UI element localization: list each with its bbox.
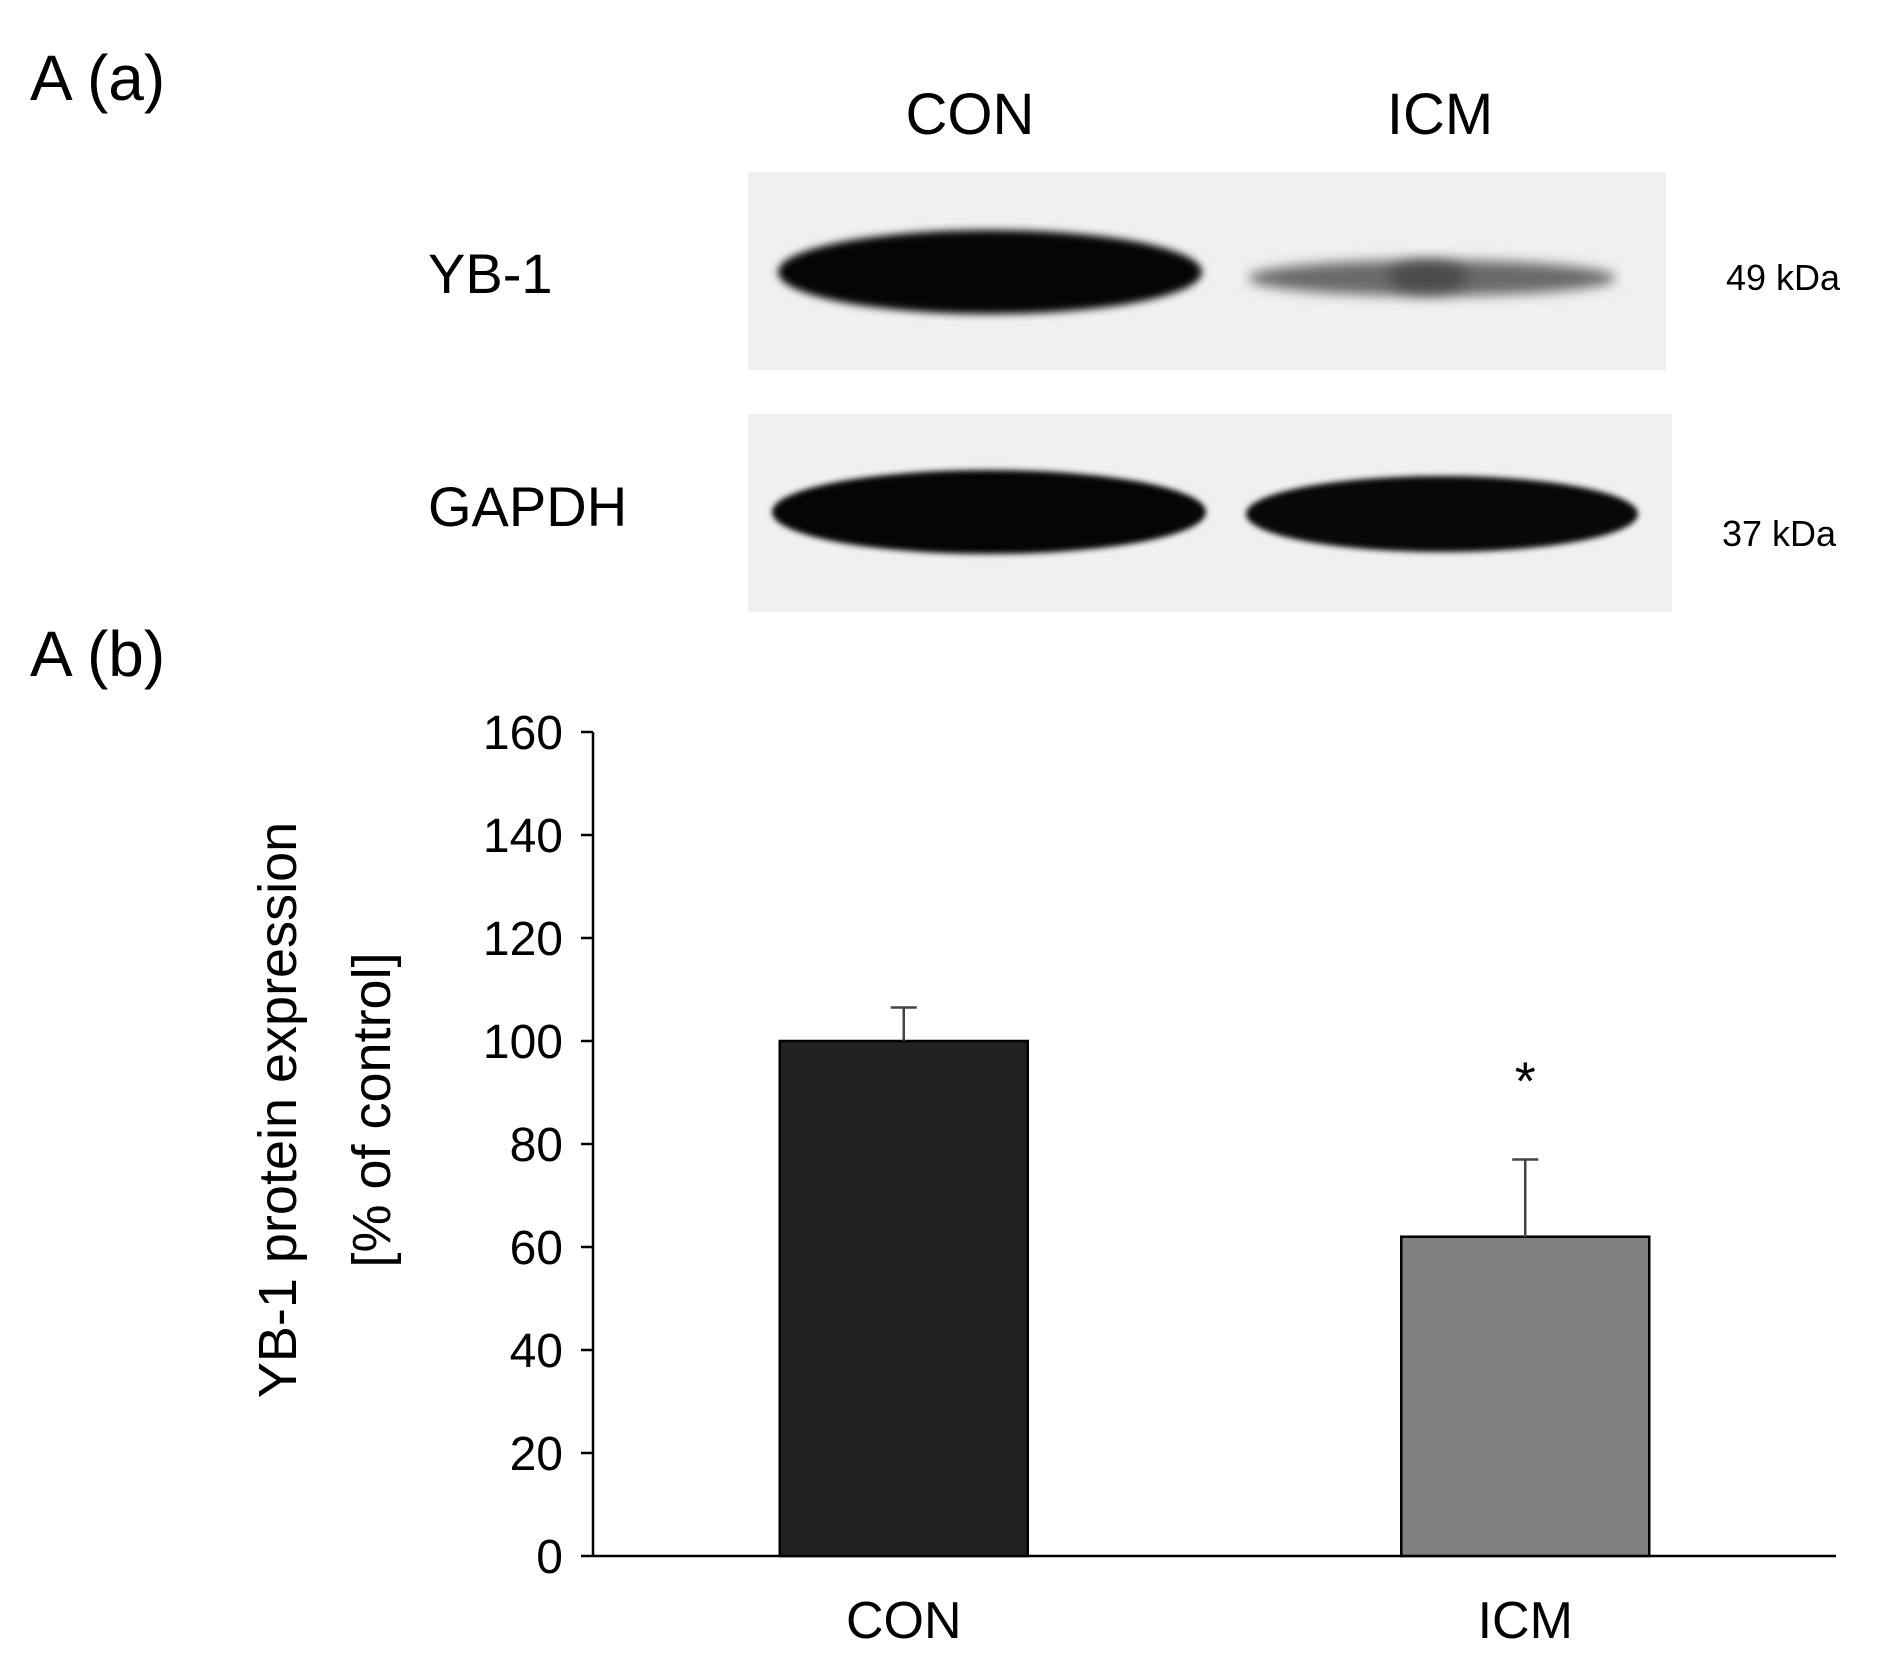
bar-icm (1400, 1235, 1651, 1558)
y-tick-label: 120 (483, 913, 563, 966)
band-yb1-con (778, 230, 1202, 314)
lane-label-con: CON (905, 82, 1035, 147)
blot-yb1 (748, 172, 1666, 370)
y-tick-label: 160 (483, 707, 563, 760)
band-gapdh-con (772, 470, 1206, 554)
kda-label-yb1: 49 kDa (1726, 257, 1841, 298)
band-yb1-icm-core (1388, 262, 1468, 292)
panel-b-label: A (b) (30, 618, 166, 690)
significance-marker: * (1515, 1051, 1536, 1111)
row-label-yb1: YB-1 (428, 242, 553, 305)
bar-con (778, 1039, 1029, 1558)
panel-a-label: A (a) (30, 42, 166, 114)
y-tick-label: 100 (483, 1016, 563, 1069)
y-tick-label: 60 (510, 1222, 563, 1275)
row-label-gapdh: GAPDH (428, 475, 628, 538)
y-tick-label: 0 (536, 1531, 563, 1584)
y-tick-label: 40 (510, 1325, 563, 1378)
y-tick-label: 20 (510, 1428, 563, 1481)
y-tick-label: 80 (510, 1119, 563, 1172)
y-axis-label-line-2: [% of control] (342, 952, 402, 1267)
x-tick-label-con: CON (846, 1592, 962, 1650)
band-gapdh-icm (1246, 476, 1638, 552)
blot-gapdh (748, 414, 1672, 612)
x-tick-label-icm: ICM (1478, 1592, 1573, 1650)
kda-label-gapdh: 37 kDa (1722, 513, 1837, 554)
y-tick-label: 140 (483, 810, 563, 863)
lane-label-icm: ICM (1386, 82, 1494, 147)
y-axis-label-line-1: YB-1 protein expression (248, 822, 308, 1398)
